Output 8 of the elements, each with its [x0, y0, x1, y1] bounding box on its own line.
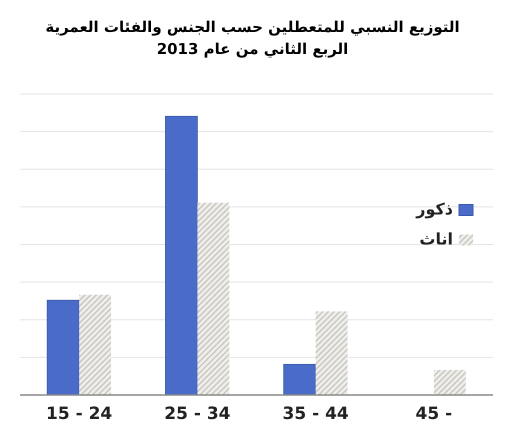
subtitle: الربع الثاني من عام 2013 [156, 40, 348, 58]
x-tick: 15 - 24 [46, 404, 112, 424]
legend-label: ذكور [416, 200, 453, 218]
title: التوزيع النسبي للمتعطلين حسب الجنس والفئات العمرية [45, 18, 460, 36]
x-tick: 25 - 34 [164, 404, 230, 424]
legend-label: اناث [419, 230, 453, 248]
x-tick: 35 - 44 [282, 404, 349, 424]
x-tick: 45 - [416, 404, 452, 424]
